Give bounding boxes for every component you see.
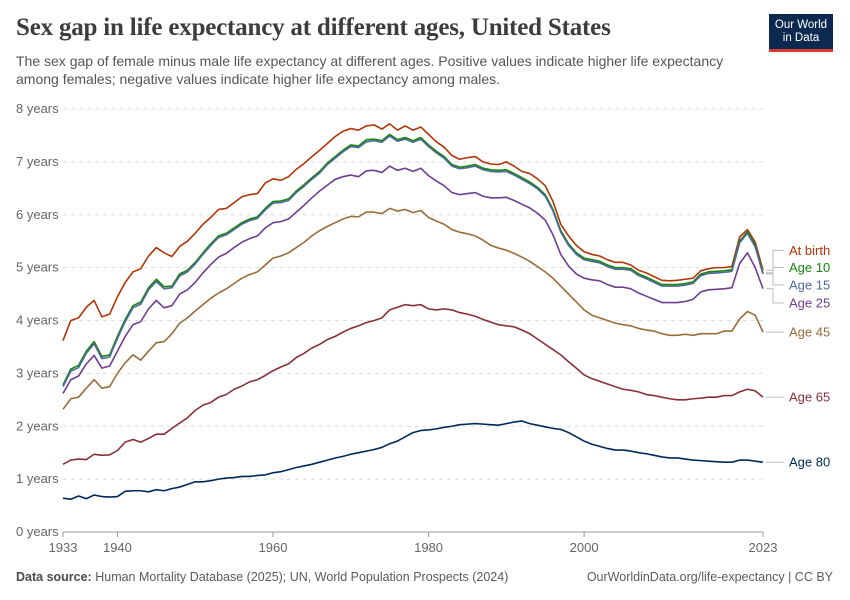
series-line-at-birth[interactable] — [62, 123, 764, 341]
y-tick-label: 8 years — [16, 101, 59, 116]
chart-subtitle: The sex gap of female minus male life ex… — [16, 53, 724, 87]
legend-label-age-80[interactable]: Age 80 — [789, 455, 830, 470]
legend-label-at-birth[interactable]: At birth — [789, 243, 830, 258]
x-tick-label: 1933 — [49, 540, 78, 555]
legend-label-age-15[interactable]: Age 15 — [789, 278, 830, 293]
series-line-age-15[interactable] — [62, 135, 764, 387]
logo-line-1: Our World — [774, 19, 828, 31]
legend[interactable]: At birth Age 10 Age 15 Age 25 Age 45 Age 65 Ag… — [766, 243, 830, 470]
y-tick-label: 0 years — [16, 524, 59, 539]
legend-connector — [766, 249, 784, 271]
series-line-age-25[interactable] — [62, 165, 764, 394]
y-tick-label: 7 years — [16, 154, 59, 169]
series-lines[interactable] — [62, 123, 764, 501]
y-tick-label: 5 years — [16, 260, 59, 275]
legend-label-age-65[interactable]: Age 65 — [789, 390, 830, 405]
line-chart[interactable]: 0 years 1 years 2 years 3 years 4 years 5 yea… — [0, 0, 850, 560]
credit-link[interactable]: OurWorldinData.org/life-expectancy | CC … — [586, 570, 833, 584]
owid-logo[interactable]: Our World in Data — [769, 14, 833, 52]
data-source-label: Data source: — [16, 570, 92, 584]
y-tick-label: 1 years — [16, 471, 59, 486]
chart-title: Sex gap in life expectancy at different … — [16, 14, 611, 41]
x-tick-label: 2000 — [570, 540, 599, 555]
legend-connector — [766, 288, 784, 304]
y-tick-label: 2 years — [16, 418, 59, 433]
x-tick-label: 2023 — [749, 540, 778, 555]
series-line-age-45[interactable] — [62, 207, 764, 410]
x-tick-label: 1980 — [414, 540, 443, 555]
y-tick-label: 3 years — [16, 365, 59, 380]
y-tick-label: 6 years — [16, 207, 59, 222]
legend-connector — [766, 266, 784, 274]
logo-line-2: in Data — [782, 32, 820, 44]
x-axis: 1933 1940 1960 1980 2000 2023 — [49, 531, 778, 555]
legend-connector — [766, 273, 784, 286]
data-source: Data source: Human Mortality Database (2… — [16, 570, 508, 584]
x-tick-label: 1960 — [259, 540, 288, 555]
y-axis-ticks: 0 years 1 years 2 years 3 years 4 years 5 yea… — [16, 101, 59, 539]
gridlines — [63, 108, 763, 480]
legend-label-age-25[interactable]: Age 25 — [789, 296, 830, 311]
series-line-age-65[interactable] — [62, 303, 764, 466]
series-line-age-80[interactable] — [62, 420, 764, 501]
x-tick-label: 1940 — [103, 540, 132, 555]
y-tick-label: 4 years — [16, 313, 59, 328]
data-source-text: Human Mortality Database (2025); UN, Wor… — [95, 570, 509, 584]
legend-label-age-10[interactable]: Age 10 — [789, 260, 830, 275]
legend-label-age-45[interactable]: Age 45 — [789, 325, 830, 340]
series-line-age-10[interactable] — [62, 133, 764, 386]
logo-accent-bar — [769, 49, 833, 52]
